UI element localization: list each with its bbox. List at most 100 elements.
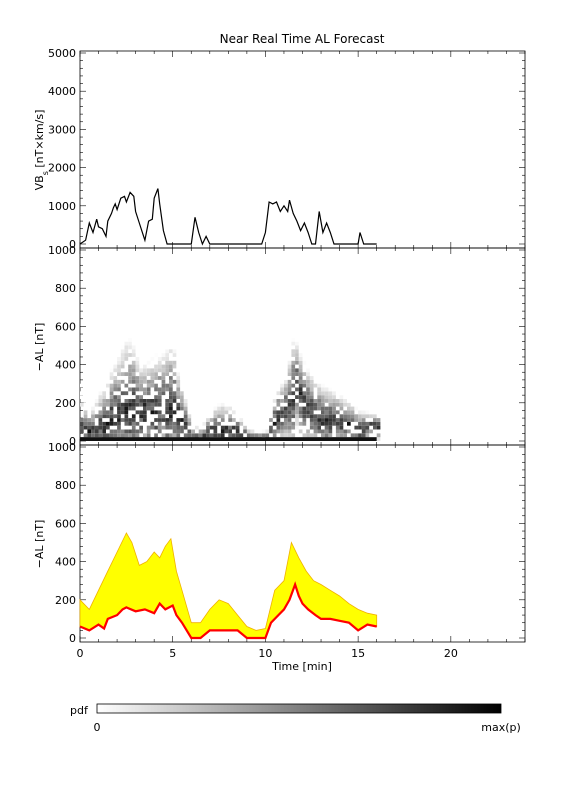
pdf-cell — [220, 406, 225, 411]
pdf-cell — [291, 307, 296, 312]
pdf-cell — [102, 368, 106, 373]
pdf-cell — [295, 402, 299, 407]
pdf-cell — [361, 418, 366, 422]
pdf-cell — [317, 414, 321, 419]
pdf-cell — [120, 433, 125, 438]
pdf-cell — [284, 383, 288, 388]
pdf-cell — [309, 395, 314, 399]
pdf-cell — [172, 391, 177, 396]
pdf-cell — [306, 383, 310, 388]
pdf-cell — [220, 387, 225, 392]
y-tick-label: 0 — [69, 238, 76, 251]
pdf-cell — [339, 402, 344, 407]
pdf-cell — [98, 387, 103, 392]
pdf-cell — [354, 399, 359, 403]
pdf-cell — [287, 421, 292, 426]
pdf-cell — [343, 383, 347, 388]
pdf-cell — [117, 429, 121, 434]
pdf-cell — [272, 414, 277, 419]
pdf-cell — [172, 395, 177, 399]
pdf-cell — [287, 391, 292, 396]
pdf-cell — [161, 337, 166, 342]
pdf-cell — [124, 322, 129, 327]
pdf-cell — [317, 383, 321, 388]
pdf-cell — [131, 391, 136, 396]
pdf-cell — [161, 376, 166, 380]
pdf-cell — [161, 326, 166, 331]
pdf-cell — [165, 368, 169, 373]
pdf-cell — [302, 421, 307, 426]
y-tick-label: 800 — [55, 282, 76, 295]
forecast-envelope — [79, 532, 378, 639]
pdf-cell — [217, 387, 221, 392]
pdf-cell — [172, 322, 177, 327]
y-tick-label: 800 — [55, 479, 76, 492]
pdf-cell — [328, 418, 333, 422]
pdf-cell — [276, 421, 281, 426]
pdf-cell — [124, 349, 129, 354]
pdf-cell — [243, 425, 247, 430]
pdf-cell — [106, 376, 110, 380]
pdf-cell — [276, 399, 281, 403]
pdf-cell — [172, 314, 177, 319]
pdf-cell — [154, 353, 158, 357]
pdf-cell — [128, 303, 132, 308]
pdf-cell — [309, 376, 314, 380]
pdf-cell — [243, 421, 247, 426]
pdf-cell — [228, 418, 232, 422]
pdf-cell — [276, 379, 281, 384]
pdf-cell — [124, 295, 129, 300]
pdf-cell — [284, 387, 288, 392]
pdf-cell — [128, 402, 132, 407]
pdf-cell — [91, 399, 95, 403]
pdf-cell — [298, 395, 303, 399]
pdf-cell — [280, 414, 284, 419]
pdf-cell — [169, 395, 173, 399]
pdf-cell — [284, 406, 288, 411]
pdf-cell — [302, 414, 307, 419]
pdf-cell — [373, 410, 377, 415]
pdf-cell — [332, 406, 336, 411]
pdf-cell — [309, 418, 314, 422]
pdf-cell — [365, 425, 370, 430]
pdf-cell — [298, 357, 303, 361]
pdf-cell — [343, 402, 347, 407]
vbs-series-line — [79, 188, 377, 246]
pdf-cell — [117, 414, 121, 419]
pdf-cell — [161, 387, 166, 392]
pdf-cell — [169, 410, 173, 415]
pdf-cell — [291, 402, 296, 407]
pdf-cell — [117, 399, 121, 403]
pdf-cell — [143, 387, 147, 392]
pdf-cell — [124, 399, 129, 403]
pdf-cell — [109, 383, 114, 388]
pdf-cell — [313, 399, 318, 403]
pdf-cell — [291, 376, 296, 380]
pdf-cell — [183, 402, 188, 407]
pdf-cell — [106, 364, 110, 369]
pdf-cell — [313, 357, 318, 361]
pdf-cell — [373, 425, 377, 430]
pdf-cell — [332, 372, 336, 376]
pdf-cell — [165, 322, 169, 327]
pdf-cell — [284, 429, 288, 434]
pdf-cell — [120, 353, 125, 357]
pdf-cell — [228, 433, 232, 438]
pdf-cell — [313, 429, 318, 434]
pdf-cell — [213, 433, 218, 438]
pdf-cell — [276, 372, 281, 376]
pdf-cell — [287, 349, 292, 354]
pdf-cell — [80, 383, 84, 388]
pdf-cell — [365, 402, 370, 407]
y-tick-label: 4000 — [48, 85, 76, 98]
colorbar-gradient — [96, 703, 502, 714]
pdf-cell — [291, 341, 296, 346]
pdf-cell — [302, 406, 307, 411]
pdf-cell — [98, 376, 103, 380]
pdf-cell — [220, 429, 225, 434]
pdf-cell — [347, 395, 351, 399]
pdf-cell — [131, 421, 136, 426]
pdf-cell — [306, 364, 310, 369]
pdf-cell — [317, 429, 321, 434]
pdf-cell — [169, 376, 173, 380]
